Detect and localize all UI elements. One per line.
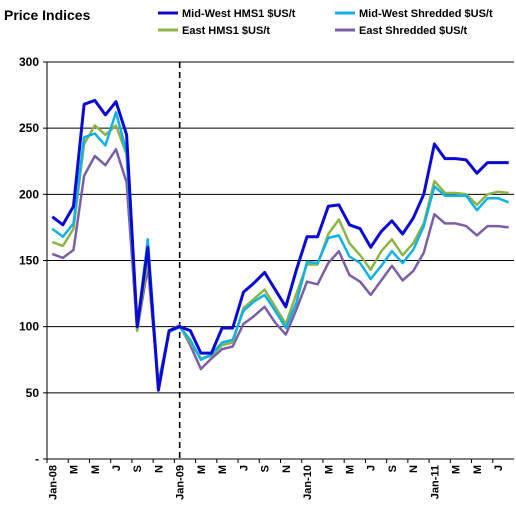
y-tick-label: 50 — [26, 386, 40, 400]
y-tick-label: 150 — [19, 254, 39, 268]
x-tick-label: M — [69, 465, 81, 474]
x-tick-label: M — [344, 465, 356, 474]
x-tick-label: S — [260, 465, 272, 472]
series-lines — [51, 98, 510, 392]
legend-label-series-0: Mid-West HMS1 $US/t — [182, 8, 296, 20]
x-tick-label: N — [153, 465, 165, 473]
x-tick-label: Jan-09 — [175, 465, 187, 500]
x-tick-label: Jan-08 — [47, 465, 59, 500]
x-tick-label: M — [90, 465, 102, 474]
x-tick-label: S — [132, 465, 144, 472]
y-tick-label: 250 — [19, 121, 39, 135]
x-tick-label: J — [366, 465, 378, 471]
x-tick-label: M — [472, 465, 484, 474]
x-tick-label: J — [111, 465, 123, 471]
x-tick-label: M — [196, 465, 208, 474]
y-tick-label: - — [35, 452, 39, 466]
y-tick-label: 100 — [19, 320, 39, 334]
x-tick-label: J — [238, 465, 250, 471]
x-tick-label: Jan-10 — [302, 465, 314, 500]
x-tick-label: M — [323, 465, 335, 474]
y-tick-label: 300 — [19, 55, 39, 69]
legend-label-series-3: East Shredded $US/t — [359, 25, 468, 37]
y-tick-label: 200 — [19, 187, 39, 201]
x-tick-label: M — [217, 465, 229, 474]
legend-label-series-1: Mid-West Shredded $US/t — [359, 8, 493, 20]
gridlines — [47, 61, 514, 394]
series-line-3 — [51, 148, 509, 385]
x-tick-label: S — [387, 465, 399, 472]
x-tick-label: J — [493, 465, 505, 471]
chart-title: Price Indices — [4, 7, 91, 23]
x-tick-label: Jan-11 — [429, 465, 441, 499]
legend: Mid-West HMS1 $US/t Mid-West Shredded $U… — [158, 8, 493, 37]
x-tick-label: N — [408, 465, 420, 473]
y-axis: - 50 100 150 200 250 300 — [19, 55, 47, 466]
x-axis: Jan-08 M M J S N Jan-09 M M J S N Jan-10 M M J S N Jan-11 M… — [46, 459, 505, 500]
legend-label-series-2: East HMS1 $US/t — [182, 25, 270, 37]
x-tick-label: M — [451, 465, 463, 474]
axis-lines — [46, 62, 514, 460]
x-tick-label: N — [281, 465, 293, 473]
series-line-0 — [51, 98, 509, 392]
